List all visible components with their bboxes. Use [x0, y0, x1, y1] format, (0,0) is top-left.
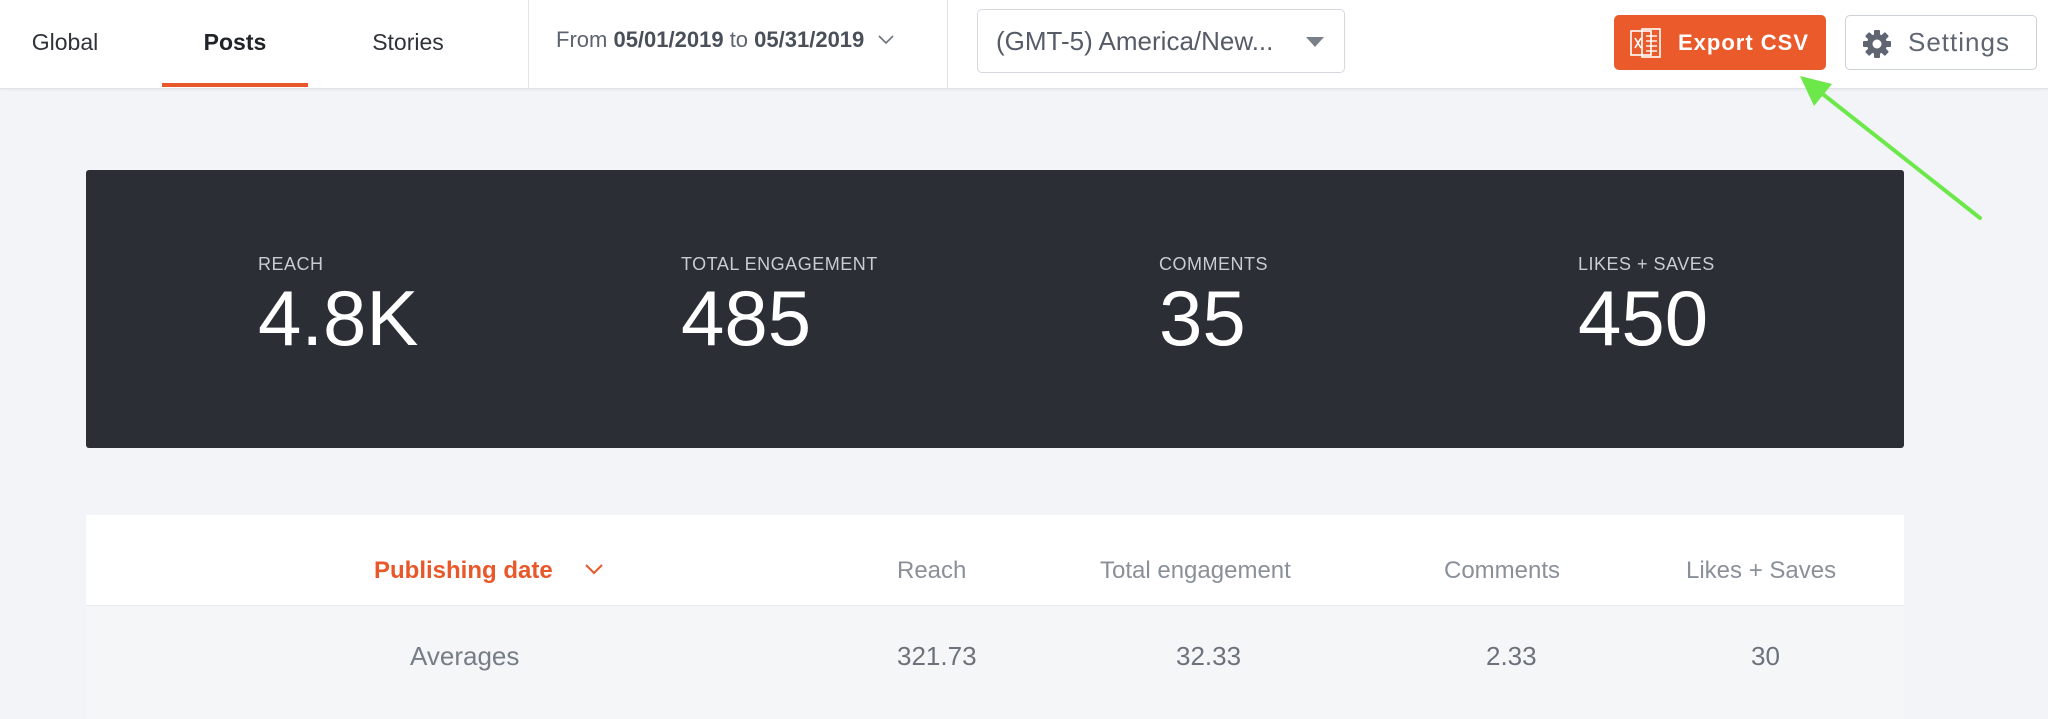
date-range-start: 05/01/2019 — [613, 27, 724, 52]
stat-label: COMMENTS — [1159, 254, 1268, 274]
stat-value: 35 — [1159, 274, 1246, 362]
active-tab-indicator — [162, 83, 308, 87]
annotation-arrow — [1790, 70, 1990, 235]
table-cell: 321.73 — [897, 641, 977, 671]
gear-icon — [1862, 29, 1892, 64]
column-header-publishing-date[interactable]: Publishing date — [374, 513, 604, 627]
stat-comments: COMMENTS 35 — [1159, 254, 1268, 359]
export-csv-button[interactable]: Export CSV — [1614, 15, 1826, 70]
column-header-label: Publishing date — [374, 557, 553, 584]
table-row-averages: Averages 321.73 32.33 2.33 30 — [86, 606, 1904, 719]
table-cell: 30 — [1751, 641, 1780, 671]
chevron-down-icon — [878, 0, 894, 78]
summary-stats-panel: REACH 4.8K TOTAL ENGAGEMENT 485 COMMENTS… — [86, 170, 1904, 448]
caret-down-icon — [1306, 37, 1324, 47]
date-range-picker[interactable]: From 05/01/2019 to 05/31/2019 — [556, 0, 894, 80]
column-header-label: Reach — [897, 557, 967, 584]
tab-global-label: Global — [31, 29, 99, 55]
posts-table: Publishing date Reach Total engagement C… — [86, 515, 1904, 719]
table-header: Publishing date Reach Total engagement C… — [86, 515, 1904, 606]
top-bar: Global Posts Stories From 05/01/2019 to … — [0, 0, 2048, 89]
settings-button[interactable]: Settings — [1845, 15, 2037, 70]
tab-stories-label: Stories — [372, 29, 444, 55]
stat-label: LIKES + SAVES — [1578, 254, 1715, 274]
tab-global[interactable]: Global — [0, 0, 130, 88]
column-header-total-engagement[interactable]: Total engagement — [1100, 515, 1291, 627]
stat-label: TOTAL ENGAGEMENT — [681, 254, 878, 274]
stat-value: 450 — [1578, 274, 1709, 362]
column-header-label: Likes + Saves — [1686, 557, 1837, 584]
settings-label: Settings — [1908, 27, 2010, 57]
column-header-likes-saves[interactable]: Likes + Saves — [1686, 515, 1836, 627]
column-header-comments[interactable]: Comments — [1444, 515, 1560, 627]
stat-value: 4.8K — [258, 274, 419, 362]
table-cell: Averages — [410, 641, 520, 671]
tab-posts[interactable]: Posts — [162, 0, 308, 88]
date-range-connector: to — [729, 27, 749, 52]
excel-file-icon — [1630, 28, 1662, 63]
timezone-select[interactable]: (GMT-5) America/New... — [977, 9, 1345, 73]
column-header-label: Comments — [1444, 557, 1561, 584]
stat-label: REACH — [258, 254, 324, 274]
tab-posts-label: Posts — [203, 29, 267, 55]
divider — [528, 0, 529, 88]
date-range-prefix: From — [556, 27, 608, 52]
stat-likes-saves: LIKES + SAVES 450 — [1578, 254, 1715, 359]
table-cell: 32.33 — [1176, 641, 1242, 671]
timezone-value: (GMT-5) America/New... — [996, 26, 1274, 56]
tab-stories[interactable]: Stories — [338, 0, 478, 88]
date-range-end: 05/31/2019 — [754, 27, 865, 52]
stat-total-engagement: TOTAL ENGAGEMENT 485 — [681, 254, 878, 359]
divider — [947, 0, 948, 88]
export-csv-label: Export CSV — [1678, 30, 1810, 55]
column-header-reach[interactable]: Reach — [897, 515, 966, 627]
table-cell: 2.33 — [1486, 641, 1537, 671]
column-header-label: Total engagement — [1100, 557, 1291, 584]
stat-reach: REACH 4.8K — [258, 254, 418, 359]
chevron-down-icon — [585, 513, 604, 625]
stat-value: 485 — [681, 274, 812, 362]
